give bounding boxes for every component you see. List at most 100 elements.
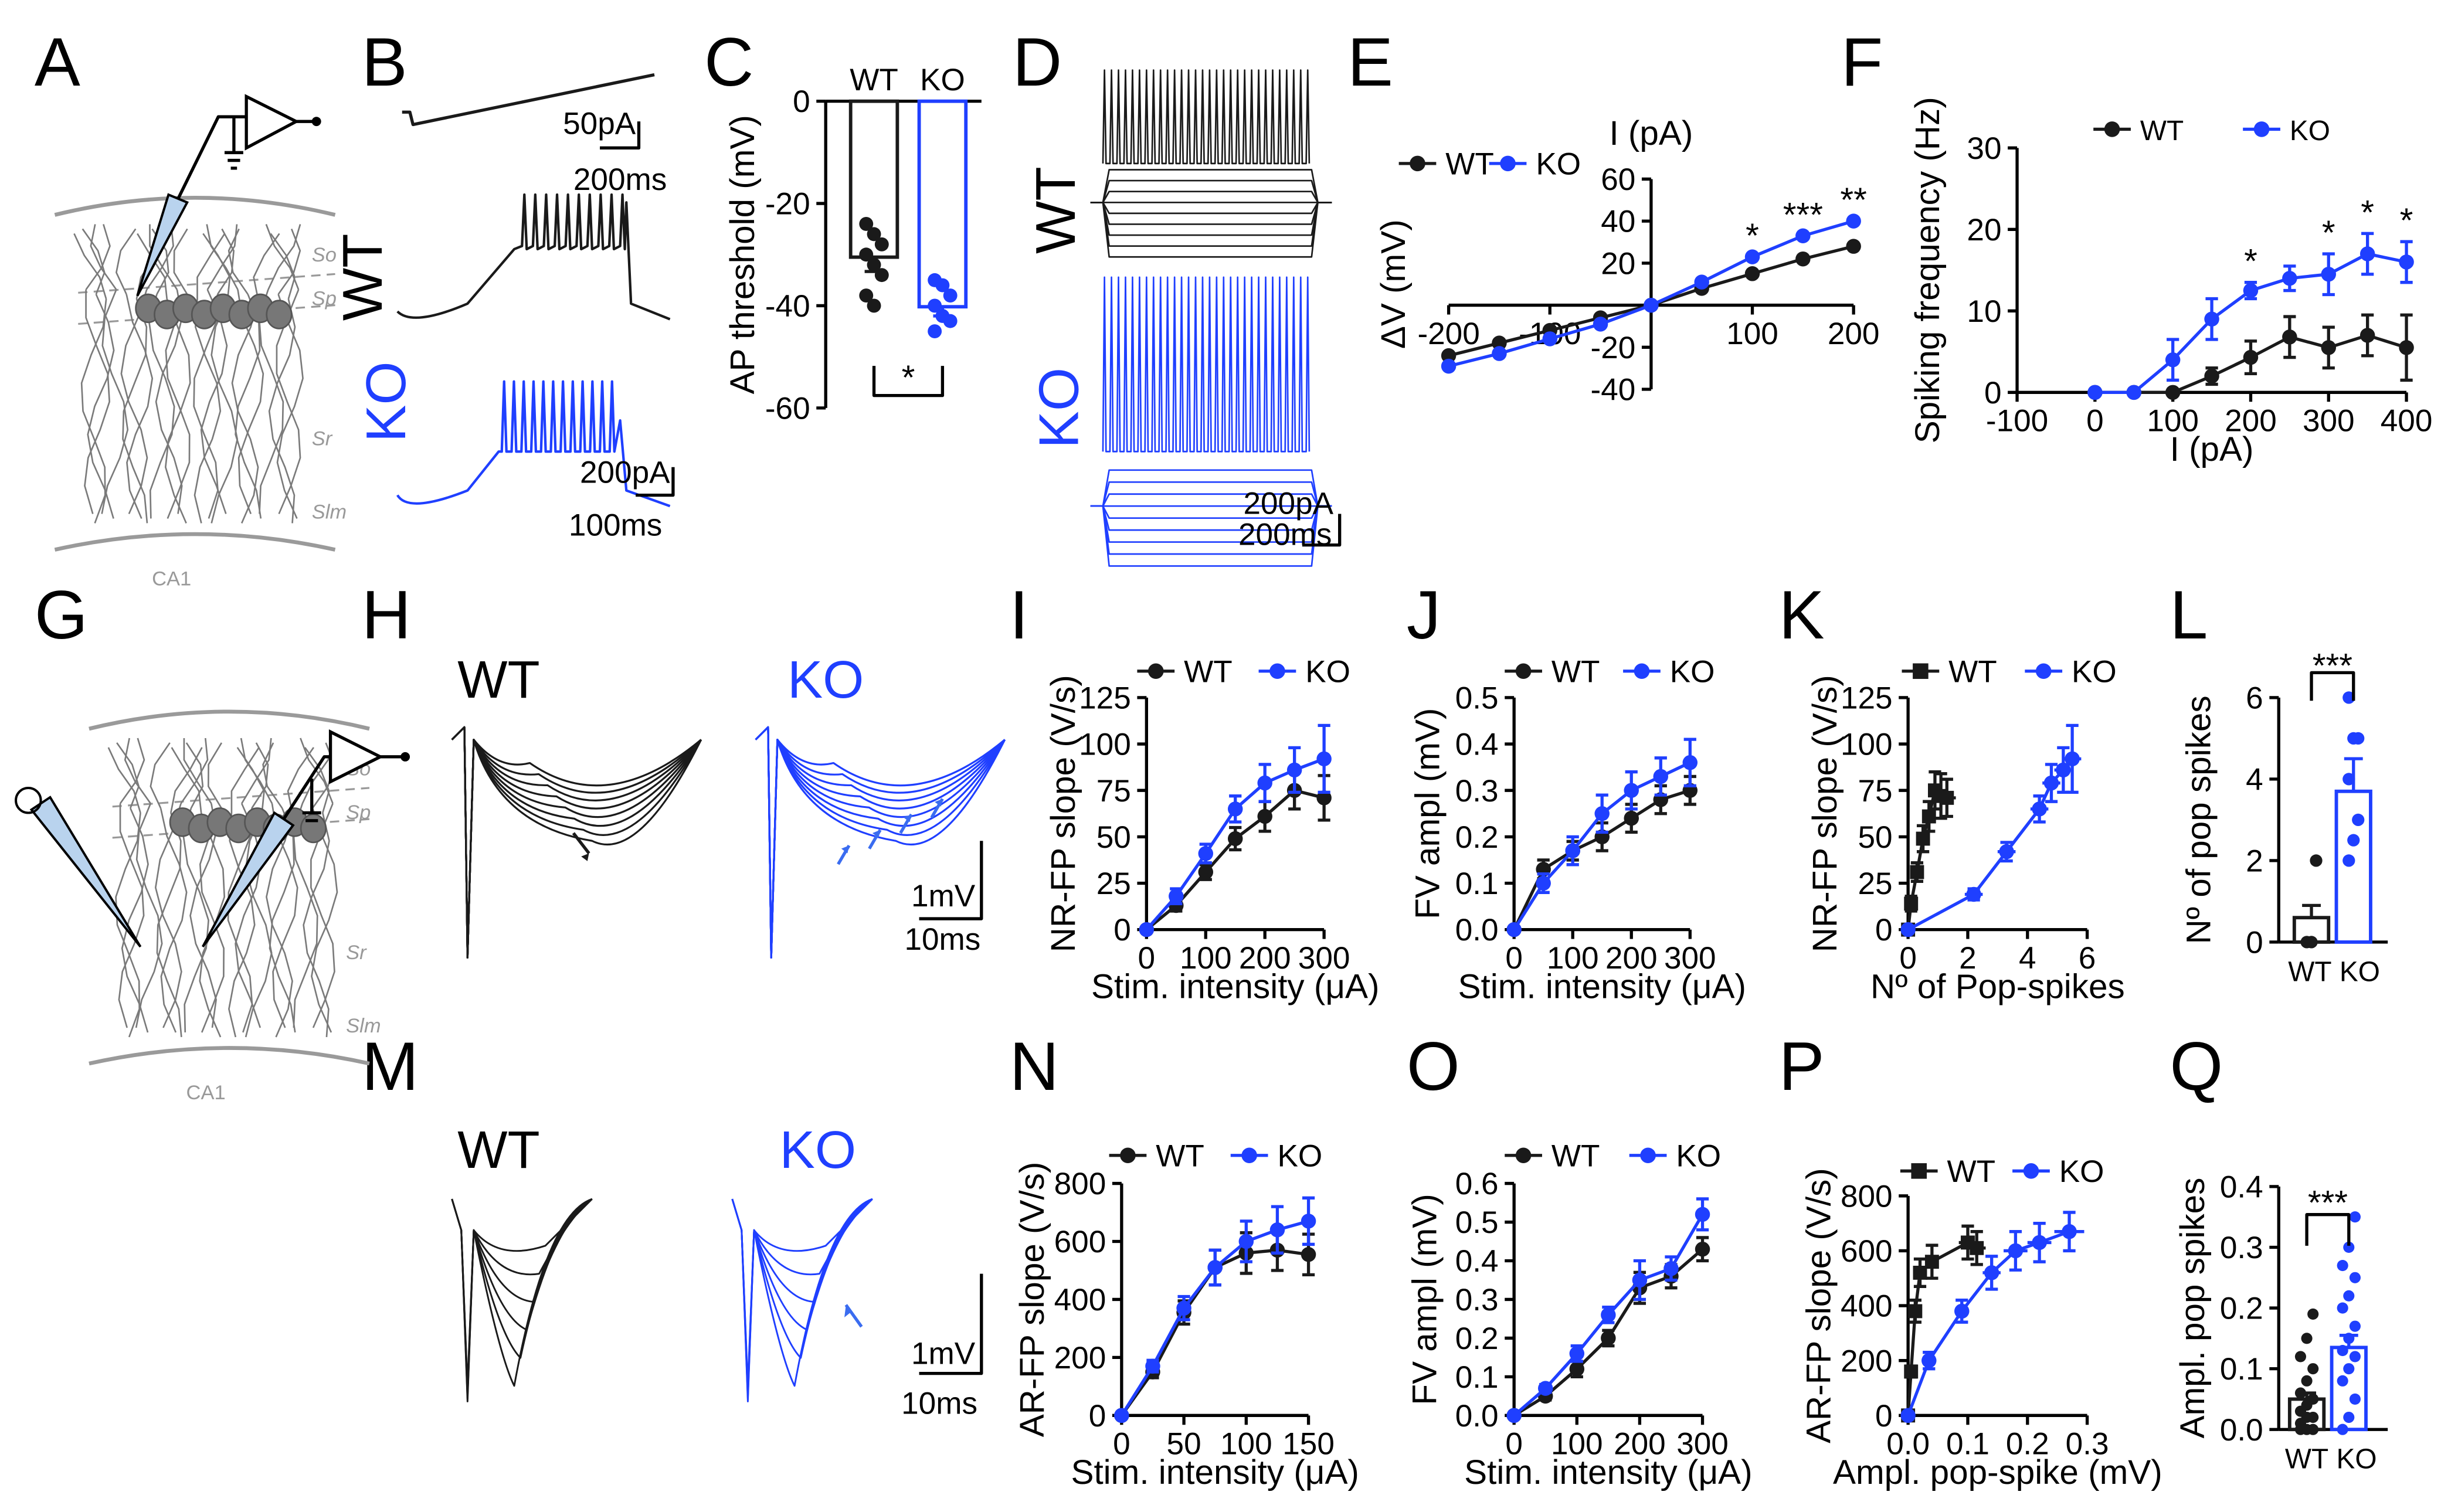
significance-mark: * [2244,243,2257,281]
y-tick-label: 60 [1601,162,1635,197]
dendrite [228,228,249,295]
bar-point-ko [2343,1363,2355,1375]
x-axis-label: Ampl. pop-spike (mV) [1833,1453,2162,1491]
wt-step-trace [1090,201,1332,236]
legend-marker-wt [2104,121,2120,137]
legend-marker-wt [1911,1163,1927,1179]
bar-point-ko [928,324,942,339]
data-point-wt [1970,1241,1984,1255]
bar-point-wt [859,247,874,262]
dendrite [154,803,182,1028]
panel-letter-o: O [1407,1028,1460,1105]
x-tick-label: 300 [1676,1427,1729,1462]
x-tick-label: 100 [1726,317,1778,351]
dendrite [231,298,259,524]
ko-field-potential [755,726,1006,959]
bar-point-wt [2310,854,2323,867]
data-point-ko [1257,775,1272,791]
panel-letter-e: E [1347,23,1393,100]
x-tick-label: 0 [1113,1427,1130,1462]
dendrite [193,294,219,519]
y-tick-label: 0 [1984,376,2002,410]
y-tick-label: 0.2 [1455,820,1499,855]
wt-spike-train [1102,69,1311,165]
wt-field-potential [451,1198,593,1390]
data-point-ko [1999,844,2014,859]
dendrite [266,813,293,1038]
panel-letter-l: L [2170,576,2208,653]
bar-point-wt [2307,1411,2319,1423]
x-tick-label: 100 [1551,1427,1603,1462]
y-tick-label: 10 [1967,294,2001,329]
data-point-wt [1744,266,1760,281]
ko-spike-train [1102,276,1311,453]
data-point-ko [1145,1358,1160,1374]
y-tick-label: 0.4 [1455,1244,1499,1279]
legend-marker-ko [1640,1147,1656,1164]
significance-mark: * [1746,217,1759,255]
x-tick-label: 0 [1138,941,1156,976]
dendrite [101,289,129,514]
bar-point-ko [2349,1393,2361,1405]
x-tick-label: 6 [2079,941,2096,976]
y-tick-label: 0.5 [1455,681,1499,715]
data-point-ko [1565,843,1580,858]
data-point-ko [2087,385,2103,400]
arrow-head [872,830,881,838]
y-tick-label: 4 [2246,762,2263,797]
bar-point-ko [2349,1320,2361,1332]
dendrite [156,813,182,1038]
panel-letter-j: J [1407,576,1441,653]
layer-label: Slm [346,1015,381,1037]
bar-point-wt [2307,1393,2319,1405]
dendrite [183,738,212,804]
bar-point-ko [2343,1411,2355,1423]
category-label-wt: WT [2288,956,2331,987]
data-point-ko [1663,1260,1679,1276]
data-point-wt [1316,790,1332,806]
data-point-ko [1506,922,1522,937]
layer-boundary [54,196,336,217]
significance-bracket [2310,671,2355,701]
data-point-ko [1198,846,1214,861]
dendrite [189,803,218,1028]
y-tick-label: 0 [2246,925,2263,960]
wt-field-potential [451,1198,593,1397]
x-tick-label: 300 [1664,941,1716,976]
data-point-ko [2321,267,2337,282]
legend-label-wt: WT [1184,654,1233,689]
wt-field-potential [451,726,702,959]
dashed-boundary [78,273,335,294]
ko-field-potential [755,726,1006,959]
y-tick-label: 40 [1601,205,1635,239]
x-tick-label: 0 [1505,941,1523,976]
ko-field-potential [755,726,1006,959]
y-tick-label: 50 [1096,820,1131,855]
panel-letter-f: F [1841,23,1883,100]
data-point-ko [1542,331,1557,346]
dendrite [228,813,256,1038]
legend-marker-ko [2253,121,2270,137]
y-axis-label: Spiking frequency (Hz) [1909,97,1947,443]
ko-spike-train [396,380,671,508]
significance-mark: * [902,359,915,397]
panel-letter-h: H [362,576,411,653]
scale-bar [600,121,641,149]
legend-marker-wt [1410,155,1425,172]
ko-field-potential [731,1198,873,1397]
dendrite [287,747,314,813]
data-point-wt [1441,348,1457,363]
bar-point-ko [943,314,958,328]
significance-mark: *** [2308,1184,2348,1222]
data-point-ko [1316,751,1332,767]
bar-ko [2334,789,2372,944]
wt-label: WT [457,1120,539,1180]
data-point-ko [1227,801,1243,817]
dendrite [211,298,239,524]
data-point-ko [2204,311,2219,327]
legend-label-wt: WT [1948,654,1997,689]
x-tick-label: 200 [2225,404,2277,439]
layer-label: Sp [312,288,337,310]
x-axis-label: Stim. intensity (μA) [1071,1453,1359,1491]
significance-bracket [2305,1213,2351,1246]
